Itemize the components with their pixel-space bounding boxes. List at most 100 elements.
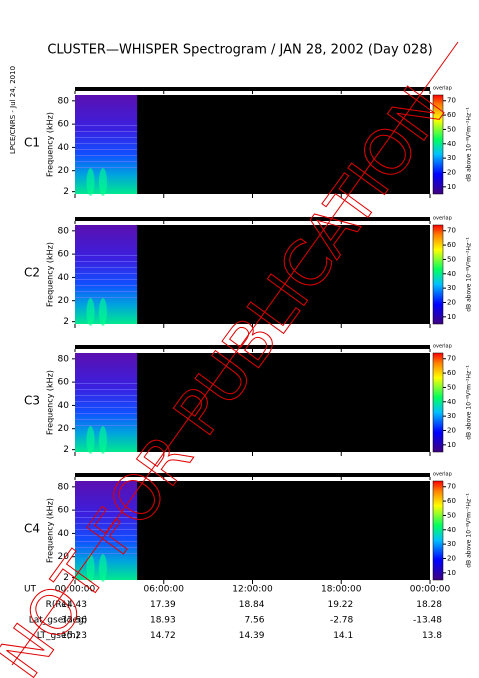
y-tick-label: 2: [63, 445, 69, 455]
y-tick-label: 80: [58, 354, 70, 364]
panel-label: C3: [24, 394, 40, 408]
y-axis-label: Frequency (kHz): [46, 498, 55, 563]
colorbar-tick-label: 20: [447, 426, 456, 434]
row-value: 33.56: [61, 616, 87, 626]
watermark-line: [11, 41, 459, 666]
row-label: R(Re): [46, 600, 71, 610]
row-label: LT_gse(h): [37, 631, 79, 641]
colorbar-tick-label: 20: [447, 554, 456, 562]
row-value: 18.93: [150, 616, 176, 626]
colorbar-label: dB above 10⁻⁸V²m⁻²Hz⁻¹: [466, 493, 473, 568]
panel-label: C1: [24, 136, 40, 150]
y-axis-label: Frequency (kHz): [46, 112, 55, 177]
y-tick-label: 60: [58, 250, 70, 260]
colorbar-label: dB above 10⁻⁸V²m⁻²Hz⁻¹: [466, 107, 473, 182]
x-tick-label: 18:00:00: [321, 585, 362, 595]
spectral-stripe: [75, 511, 138, 512]
spectral-stripe: [75, 395, 138, 396]
colorbar-tick-label: 50: [447, 511, 456, 519]
colorbar: [432, 224, 444, 325]
colorbar-tick-label: 70: [447, 97, 456, 105]
y-tick-label: 2: [63, 187, 69, 197]
colorbar-tick-label: 10: [447, 441, 456, 449]
side-note: LPCE/CNRS - Jul 24, 2010: [9, 66, 17, 154]
y-tick-label: 40: [58, 143, 70, 153]
row-value: 14.39: [239, 631, 265, 641]
chart-title: CLUSTER—WHISPER Spectrogram / JAN 28, 20…: [47, 43, 432, 58]
row-value: -2.78: [330, 616, 354, 626]
colorbar-tick-label: 20: [447, 168, 456, 176]
row-label: Lat_gse(deg): [29, 616, 87, 626]
spectral-stripe: [75, 553, 138, 554]
y-tick-label: 20: [58, 296, 70, 306]
y-tick-label: 60: [58, 378, 70, 388]
y-tick-label: 20: [58, 424, 70, 434]
spectral-stripe: [75, 279, 138, 280]
y-tick-label: 80: [58, 226, 70, 236]
y-tick-label: 2: [63, 317, 69, 327]
spectral-stripe: [75, 425, 138, 426]
status-bar: [75, 345, 430, 349]
spectral-stripe: [75, 413, 138, 414]
colorbar-tick-label: 30: [447, 540, 456, 548]
row-value: 18.84: [239, 600, 265, 610]
colorbar-tick-label: 60: [447, 369, 456, 377]
y-tick-label: 60: [58, 506, 70, 516]
y-tick-label: 2: [63, 573, 69, 583]
emission-burst: [98, 298, 107, 326]
colorbar-tick-label: 10: [447, 569, 456, 577]
colorbar-note: overlap: [433, 216, 452, 222]
spectral-stripe: [75, 291, 138, 292]
colorbar-tick-label: 40: [447, 270, 456, 278]
colorbar-tick-label: 30: [447, 284, 456, 292]
row-value: 14.72: [150, 631, 176, 641]
spectral-stripe: [75, 401, 138, 402]
spectral-stripe: [75, 535, 138, 536]
y-tick-label: 40: [58, 273, 70, 283]
y-tick-label: 40: [58, 529, 70, 539]
emission-burst: [98, 426, 107, 454]
y-axis-label: Frequency (kHz): [46, 242, 55, 307]
x-tick-label: 00:00:00: [55, 585, 96, 595]
row-value: 18.28: [416, 600, 442, 610]
row-value: 14.43: [61, 600, 87, 610]
colorbar-tick-label: 60: [447, 241, 456, 249]
colorbar-tick-label: 40: [447, 398, 456, 406]
x-tick-label: 12:00:00: [232, 585, 273, 595]
x-tick-label: 06:00:00: [144, 585, 185, 595]
spectral-stripe: [75, 529, 138, 530]
spectral-stripe: [75, 407, 138, 408]
spectral-stripe: [75, 523, 138, 524]
y-axis-label: Frequency (kHz): [46, 370, 55, 435]
spectral-stripe: [75, 131, 138, 132]
spectral-stripe: [75, 161, 138, 162]
spectral-stripe: [75, 143, 138, 144]
x-tick-label: 00:00:00: [410, 585, 451, 595]
row-value: 15.23: [61, 631, 87, 641]
colorbar: [432, 480, 444, 581]
y-tick-label: 20: [58, 166, 70, 176]
emission-burst: [86, 168, 95, 196]
row-value: 7.56: [244, 616, 264, 626]
panel-label: C4: [24, 522, 40, 536]
colorbar-tick-label: 50: [447, 383, 456, 391]
spectral-stripe: [75, 383, 138, 384]
row-value: 13.8: [422, 631, 442, 641]
colorbar-tick-label: 30: [447, 412, 456, 420]
colorbar-tick-label: 70: [447, 483, 456, 491]
spectral-stripe: [75, 541, 138, 542]
colorbar: [432, 94, 444, 195]
colorbar-tick-label: 60: [447, 111, 456, 119]
row-value: 14.1: [333, 631, 353, 641]
y-tick-label: 60: [58, 120, 70, 130]
row-value: 19.22: [327, 600, 353, 610]
colorbar-tick-label: 50: [447, 125, 456, 133]
colorbar-tick-label: 70: [447, 355, 456, 363]
spectral-stripe: [75, 389, 138, 390]
emission-burst: [98, 554, 107, 582]
status-bar: [75, 87, 430, 91]
spectral-stripe: [75, 517, 138, 518]
spectral-stripe: [75, 255, 138, 256]
spectral-stripe: [75, 155, 138, 156]
